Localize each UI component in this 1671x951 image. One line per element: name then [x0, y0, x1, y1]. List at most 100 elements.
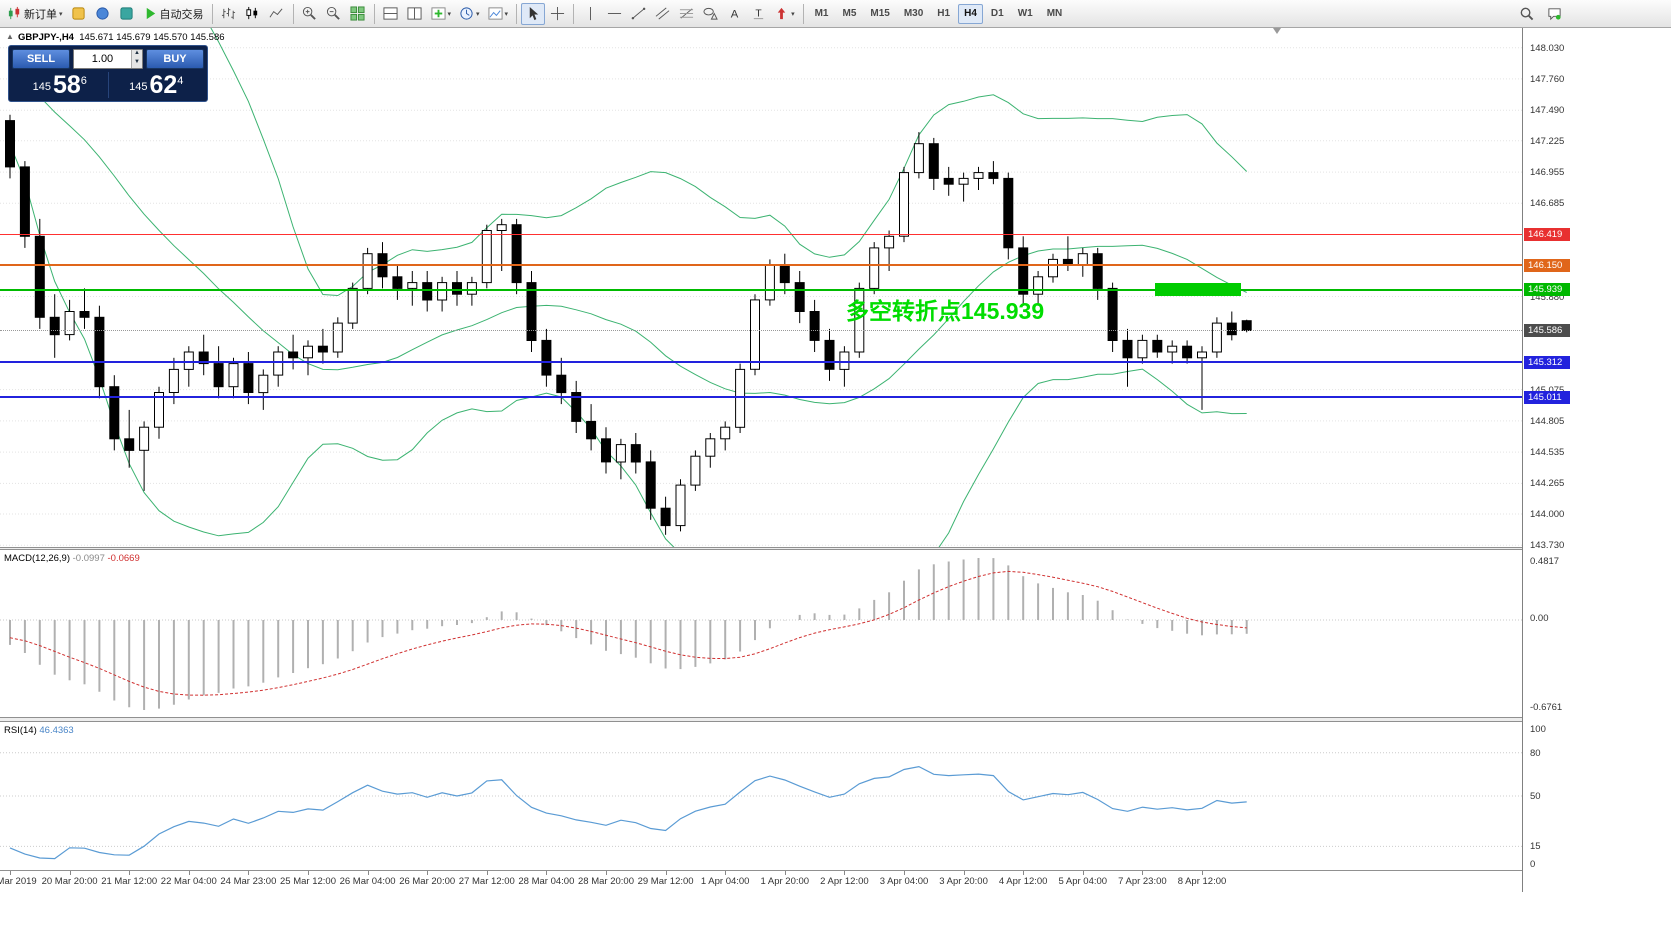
arrange-horizontal-button[interactable]: [379, 3, 403, 25]
main-chart-panel[interactable]: 多空转折点145.939 ▲ GBPJPY-,H4 145.671 145.67…: [0, 28, 1522, 547]
chart-window-button[interactable]: [67, 3, 91, 25]
search-button[interactable]: [1514, 2, 1538, 24]
line-chart-icon: [269, 6, 284, 21]
cursor-button[interactable]: [521, 2, 546, 25]
pivot-line-145939[interactable]: [0, 288, 1522, 291]
vertical-line-icon: [583, 6, 598, 21]
resistance-line-146419[interactable]: [0, 233, 1522, 235]
timeframe-w1-button[interactable]: W1: [1017, 8, 1033, 19]
fibonacci-button[interactable]: [674, 3, 698, 25]
rsi-value: 46.4363: [39, 725, 74, 736]
market-watch-button[interactable]: [115, 3, 139, 25]
volume-down-icon[interactable]: ▼: [131, 59, 142, 68]
timeframe-m1-button[interactable]: M1: [814, 8, 829, 19]
time-label: 4 Apr 12:00: [998, 876, 1048, 887]
autotrading-button[interactable]: 自动交易: [139, 3, 208, 25]
price-tick-label: 147.225: [1530, 135, 1565, 147]
macd-main-value: -0.0997: [72, 553, 105, 564]
toolbar-separator: [211, 3, 213, 24]
shapes-button[interactable]: [698, 3, 722, 25]
rsi-panel[interactable]: RSI(14) 46.4363: [0, 722, 1522, 870]
chart-shift-marker[interactable]: [1273, 28, 1281, 34]
timeframe-d1-button[interactable]: D1: [990, 8, 1004, 19]
ask-price[interactable]: 145 62 4: [109, 72, 205, 98]
templates-button[interactable]: ▾: [484, 3, 513, 25]
svg-text:T: T: [755, 8, 762, 19]
channel-button[interactable]: [650, 3, 674, 25]
bid-pipette: 6: [80, 75, 87, 87]
timeframe-m15-button[interactable]: M15: [870, 8, 890, 19]
one-click-collapse-icon[interactable]: ▲: [6, 32, 14, 41]
time-tick: [69, 871, 71, 875]
macd-chart[interactable]: [0, 550, 1522, 717]
time-label: 3 Apr 04:00: [879, 876, 929, 887]
highlight-rectangle[interactable]: [1155, 283, 1241, 296]
mql5-community-button[interactable]: [91, 3, 115, 25]
autotrading-icon: [143, 6, 158, 21]
chevron-down-icon: ▾: [476, 10, 480, 18]
chevron-down-icon: ▾: [504, 10, 509, 18]
trendline-button[interactable]: [626, 3, 650, 25]
price-tick-label: 147.760: [1530, 73, 1565, 85]
arrange-vertical-button[interactable]: [403, 3, 427, 25]
zoom-in-button[interactable]: [298, 3, 322, 25]
horizontal-line-icon: [607, 6, 622, 21]
channel-icon: [655, 6, 670, 21]
timeframe-h1-button[interactable]: H1: [937, 8, 951, 19]
market-watch-icon: [119, 6, 134, 21]
bar-chart-button[interactable]: [217, 3, 241, 25]
time-tick: [963, 871, 965, 875]
bid-price[interactable]: 145 58 6: [12, 72, 109, 98]
line-chart-button[interactable]: [265, 3, 289, 25]
time-tick: [1142, 871, 1144, 875]
volume-up-icon[interactable]: ▲: [131, 50, 142, 59]
price-axis[interactable]: 148.030 147.760 147.490 147.225 146.955 146.6…: [1522, 28, 1671, 892]
text-button[interactable]: A: [722, 3, 746, 25]
macd-title: MACD(12,26,9): [4, 553, 70, 564]
arrows-button[interactable]: ▾: [770, 3, 799, 25]
panel-separator[interactable]: [0, 547, 1671, 550]
rsi-chart[interactable]: [0, 722, 1522, 870]
timeframe-m30-button[interactable]: M30: [903, 8, 924, 19]
support-line-145011[interactable]: [0, 396, 1522, 398]
search-icon: [1519, 6, 1534, 21]
price-badge: 145.586: [1524, 324, 1570, 337]
candlestick-chart[interactable]: [0, 28, 1522, 547]
buy-button[interactable]: BUY: [146, 49, 204, 69]
new-order-button[interactable]: 新订单 ▾: [3, 3, 67, 25]
candle-chart-button[interactable]: [241, 3, 265, 25]
time-label: 26 Mar 20:00: [399, 876, 456, 887]
support-line-145312[interactable]: [0, 361, 1522, 364]
resistance-line-146150[interactable]: [0, 264, 1522, 267]
time-tick: [844, 871, 846, 875]
vertical-line-button[interactable]: [578, 3, 602, 25]
toolbar-separator: [292, 3, 294, 24]
tile-windows-button[interactable]: [346, 3, 370, 25]
crosshair-button[interactable]: [545, 3, 569, 25]
periods-button[interactable]: ▾: [455, 3, 484, 25]
pivot-annotation-text[interactable]: 多空转折点145.939: [846, 298, 1045, 324]
text-label-button[interactable]: T: [746, 3, 770, 25]
ask-big-digits: 62: [149, 71, 178, 99]
bar-chart-icon: [221, 6, 236, 21]
indicators-button[interactable]: ▾: [427, 3, 456, 25]
chat-button[interactable]: [1542, 2, 1566, 24]
volume-input[interactable]: [74, 50, 131, 68]
time-tick: [188, 871, 190, 875]
macd-panel[interactable]: MACD(12,26,9) -0.0997 -0.0669: [0, 550, 1522, 717]
timeframe-m5-button[interactable]: M5: [842, 8, 857, 19]
time-label: 20 Mar 20:00: [41, 876, 98, 887]
price-badge: 146.419: [1524, 227, 1570, 241]
horizontal-line-button[interactable]: [602, 3, 626, 25]
time-label: 27 Mar 12:00: [458, 876, 515, 887]
timeframe-h4-button[interactable]: H4: [958, 3, 983, 24]
time-label: 20 Mar 2019: [0, 876, 37, 887]
zoom-out-button[interactable]: [322, 3, 346, 25]
timeframe-mn-button[interactable]: MN: [1046, 8, 1063, 19]
sell-button[interactable]: SELL: [12, 49, 70, 69]
price-tick-label: 147.490: [1530, 105, 1565, 117]
panel-separator[interactable]: [0, 717, 1671, 722]
rsi-line: [9, 765, 1247, 860]
current-price-line[interactable]: [0, 330, 1522, 331]
